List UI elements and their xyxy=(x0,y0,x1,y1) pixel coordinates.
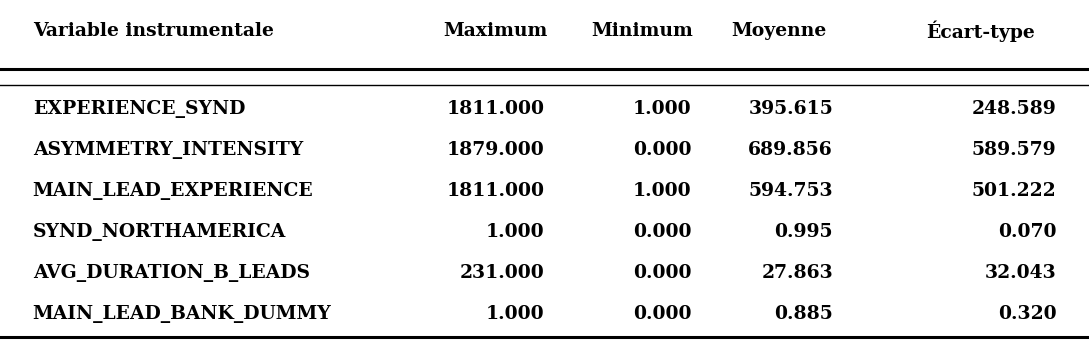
Text: Maximum: Maximum xyxy=(443,22,548,40)
Text: 0.000: 0.000 xyxy=(633,223,692,241)
Text: 0.000: 0.000 xyxy=(633,264,692,282)
Text: 32.043: 32.043 xyxy=(984,264,1056,282)
Text: 1.000: 1.000 xyxy=(486,305,544,323)
Text: 231.000: 231.000 xyxy=(460,264,544,282)
Text: 0.000: 0.000 xyxy=(633,141,692,159)
Text: 0.995: 0.995 xyxy=(774,223,833,241)
Text: Écart-type: Écart-type xyxy=(926,20,1035,42)
Text: 589.579: 589.579 xyxy=(971,141,1056,159)
Text: 0.320: 0.320 xyxy=(998,305,1056,323)
Text: 1879.000: 1879.000 xyxy=(446,141,544,159)
Text: Moyenne: Moyenne xyxy=(731,22,827,40)
Text: 1811.000: 1811.000 xyxy=(446,100,544,118)
Text: MAIN_LEAD_EXPERIENCE: MAIN_LEAD_EXPERIENCE xyxy=(33,182,314,200)
Text: 1.000: 1.000 xyxy=(633,100,692,118)
Text: 27.863: 27.863 xyxy=(761,264,833,282)
Text: 1.000: 1.000 xyxy=(633,182,692,200)
Text: 1811.000: 1811.000 xyxy=(446,182,544,200)
Text: SYND_NORTHAMERICA: SYND_NORTHAMERICA xyxy=(33,223,286,241)
Text: 0.000: 0.000 xyxy=(633,305,692,323)
Text: ASYMMETRY_INTENSITY: ASYMMETRY_INTENSITY xyxy=(33,141,303,159)
Text: AVG_DURATION_B_LEADS: AVG_DURATION_B_LEADS xyxy=(33,264,309,282)
Text: Variable instrumentale: Variable instrumentale xyxy=(33,22,273,40)
Text: 1.000: 1.000 xyxy=(486,223,544,241)
Text: 501.222: 501.222 xyxy=(971,182,1056,200)
Text: 0.885: 0.885 xyxy=(774,305,833,323)
Text: 248.589: 248.589 xyxy=(971,100,1056,118)
Text: MAIN_LEAD_BANK_DUMMY: MAIN_LEAD_BANK_DUMMY xyxy=(33,305,331,323)
Text: 689.856: 689.856 xyxy=(748,141,833,159)
Text: 0.070: 0.070 xyxy=(998,223,1056,241)
Text: 395.615: 395.615 xyxy=(748,100,833,118)
Text: EXPERIENCE_SYND: EXPERIENCE_SYND xyxy=(33,100,245,118)
Text: 594.753: 594.753 xyxy=(748,182,833,200)
Text: Minimum: Minimum xyxy=(591,22,694,40)
